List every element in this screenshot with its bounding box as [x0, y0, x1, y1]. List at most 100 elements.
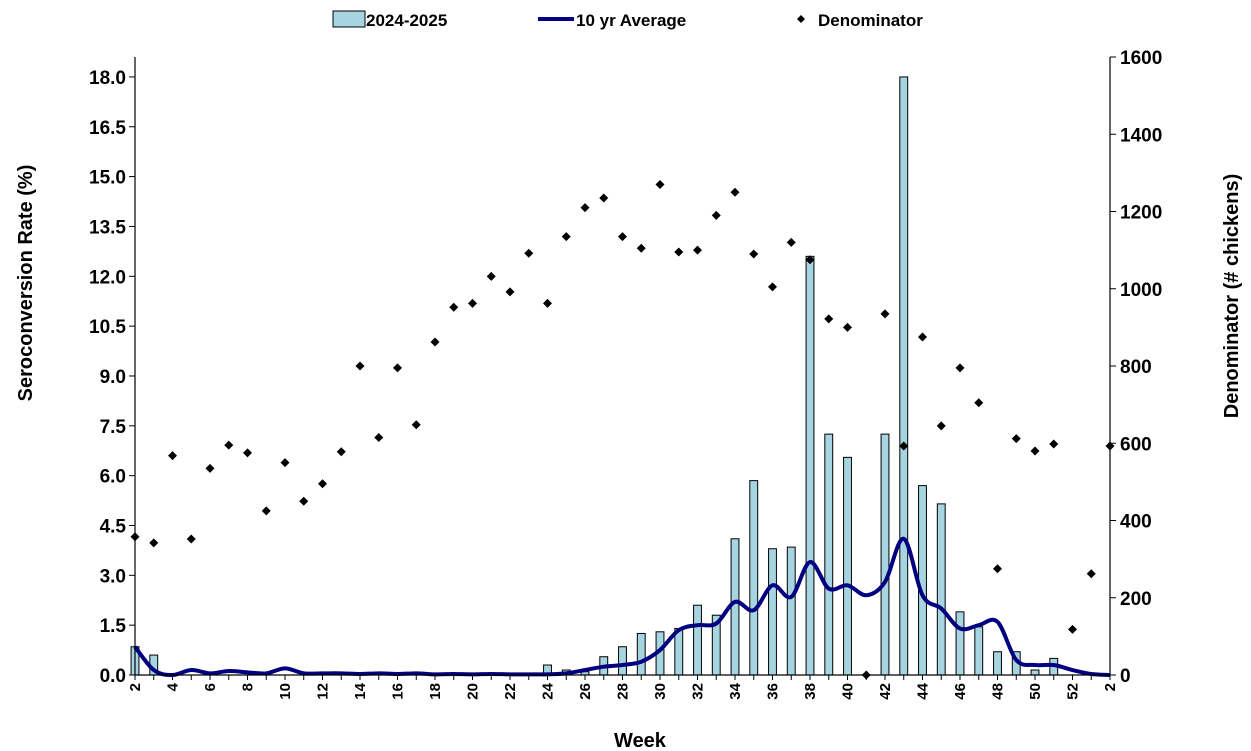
bar [993, 651, 1002, 676]
denominator-point [1030, 446, 1040, 456]
denominator-point [974, 398, 984, 408]
denominator-point [768, 282, 777, 292]
x-tick-label: 6 [202, 683, 219, 691]
x-tick-label: 12 [315, 683, 332, 700]
bars-2024-2025 [130, 76, 1059, 676]
bar [693, 604, 702, 676]
bar [918, 485, 927, 676]
x-tick-label: 34 [727, 682, 744, 699]
right-tick-label: 800 [1120, 357, 1152, 378]
x-tick-label: 16 [390, 683, 407, 700]
legend-swatch-2024-2025 [332, 10, 366, 28]
left-tick-label: 13.5 [89, 217, 126, 238]
left-tick-label: 16.5 [89, 118, 126, 139]
right-tick-label: 1200 [1120, 203, 1162, 224]
ten-year-average-line [133, 536, 1111, 677]
right-tick-label: 400 [1120, 512, 1152, 533]
bar [674, 627, 684, 676]
denominator-markers [130, 179, 1115, 680]
denominator-point [1068, 624, 1077, 634]
x-tick-label: 44 [915, 682, 932, 699]
x-tick-label: 26 [577, 683, 594, 700]
x-tick-label: 22 [502, 683, 519, 700]
x-tick-label: 4 [165, 682, 182, 691]
denominator-point [993, 564, 1002, 574]
left-tick-label: 10.5 [89, 317, 126, 338]
ten-year-average-path [133, 536, 1111, 677]
x-tick-label: 18 [427, 683, 444, 700]
denominator-point [449, 302, 459, 312]
y-axis-title: Seroconversion Rate (%) [15, 165, 37, 402]
x-tick-label: 2 [127, 683, 144, 691]
x-tick-label: 20 [465, 683, 482, 700]
denominator-point [824, 314, 834, 324]
x-tick-label: 10 [277, 683, 294, 700]
right-tick-label: 1400 [1120, 125, 1162, 146]
denominator-point [955, 363, 965, 373]
denominator-point [393, 363, 402, 373]
denominator-point [430, 337, 440, 347]
left-tick-label: 12.0 [89, 267, 126, 288]
denominator-point [524, 248, 534, 258]
denominator-point [280, 458, 290, 468]
right-axis-ticks: 0 200 400 600 800 1000 1200 1400 1600 [1110, 48, 1162, 687]
left-tick-label: 4.5 [100, 516, 127, 537]
x-tick-label: 36 [765, 683, 782, 700]
x-tick-label: 8 [240, 683, 257, 691]
denominator-point [636, 243, 646, 253]
denominator-point [711, 210, 721, 220]
denominator-point [318, 479, 327, 489]
x-tick-label: 50 [1027, 683, 1044, 700]
bar [843, 456, 852, 676]
x-axis-ticks: 2 4 6 8 10 12 14 16 18 20 22 24 26 28 30 32 34 36 38 40 42 44… [127, 675, 1119, 700]
denominator-point [149, 538, 159, 548]
bar [768, 548, 777, 676]
denominator-point [693, 245, 702, 255]
denominator-point [730, 187, 740, 197]
bar [880, 433, 890, 676]
denominator-point [843, 322, 852, 332]
denominator-point [261, 506, 271, 516]
bar [786, 546, 796, 676]
bar [824, 433, 834, 676]
denominator-point [411, 420, 421, 430]
bar [636, 632, 646, 676]
denominator-point [918, 332, 927, 342]
denominator-point [205, 463, 215, 473]
x-tick-label: 42 [877, 683, 894, 700]
denominator-point [899, 441, 909, 451]
x-tick-label: 32 [690, 683, 707, 700]
x-tick-label: 46 [952, 683, 969, 700]
x-tick-label: 40 [840, 683, 857, 700]
denominator-point [336, 447, 346, 457]
denominator-point [749, 249, 759, 259]
left-tick-label: 15.0 [89, 168, 126, 189]
x-tick-label: 14 [352, 682, 369, 699]
denominator-point [186, 534, 196, 544]
denominator-point [355, 361, 365, 371]
x-tick-label: 48 [990, 683, 1007, 700]
bar [749, 480, 759, 676]
left-tick-label: 0.0 [100, 666, 126, 687]
denominator-point [599, 193, 609, 203]
denominator-point [1011, 434, 1021, 444]
denominator-point [1086, 569, 1096, 579]
y2-axis-title: Denominator (# chickens) [1221, 174, 1243, 419]
bar [618, 646, 627, 676]
left-tick-label: 3.0 [100, 566, 126, 587]
denominator-point [580, 203, 590, 213]
left-tick-label: 7.5 [100, 417, 127, 438]
legend: 2024-2025 10 yr Average Denominator [332, 10, 923, 30]
left-tick-label: 9.0 [100, 367, 126, 388]
denominator-point [486, 271, 496, 281]
denominator-point [505, 287, 515, 297]
right-tick-label: 0 [1120, 666, 1131, 687]
right-tick-label: 1600 [1120, 48, 1162, 69]
x-tick-label: 2 [1102, 683, 1119, 691]
legend-label-denominator: Denominator [818, 11, 923, 30]
legend-label-10yr-average: 10 yr Average [576, 11, 686, 30]
bar [974, 626, 984, 676]
x-tick-label: 28 [615, 683, 632, 700]
right-tick-label: 1000 [1120, 280, 1162, 301]
